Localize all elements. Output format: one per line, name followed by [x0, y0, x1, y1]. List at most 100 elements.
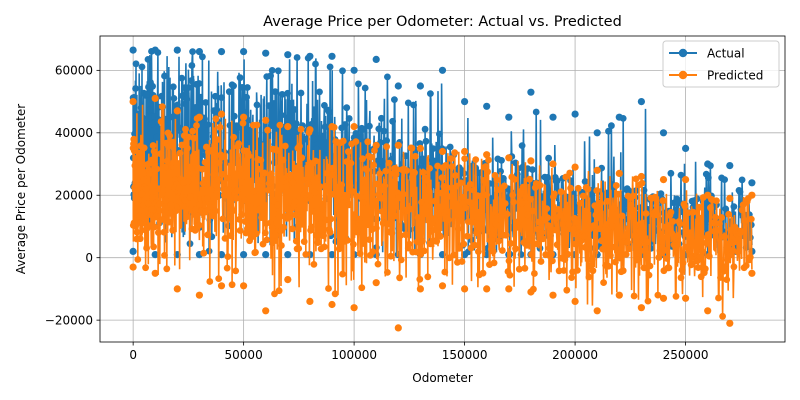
- data-point: [389, 178, 396, 186]
- data-point: [610, 205, 617, 212]
- data-point: [285, 214, 292, 222]
- extreme-point: [726, 162, 734, 170]
- data-point: [132, 85, 140, 92]
- data-point: [667, 208, 675, 216]
- data-point: [500, 175, 507, 182]
- extreme-point: [615, 113, 623, 121]
- data-point: [158, 103, 166, 110]
- data-point: [341, 121, 349, 128]
- data-point: [170, 95, 178, 102]
- data-point: [344, 148, 352, 156]
- extreme-point: [151, 46, 159, 54]
- data-point: [667, 169, 675, 177]
- data-point: [175, 184, 183, 192]
- data-point: [403, 167, 410, 175]
- data-point: [160, 228, 168, 236]
- data-point: [327, 215, 335, 223]
- data-point: [372, 197, 379, 205]
- data-point: [717, 274, 724, 281]
- data-point: [542, 251, 550, 259]
- data-point: [722, 263, 730, 271]
- data-point: [372, 224, 380, 232]
- data-point: [719, 312, 726, 320]
- data-point: [159, 216, 167, 223]
- data-point: [509, 191, 517, 199]
- data-point: [495, 237, 503, 245]
- data-point: [597, 199, 605, 207]
- data-point: [244, 84, 251, 91]
- extreme-point: [350, 304, 358, 312]
- data-point: [183, 95, 191, 103]
- data-point: [696, 253, 704, 261]
- data-point: [132, 222, 140, 230]
- extreme-point: [350, 123, 358, 131]
- data-point: [528, 251, 535, 258]
- data-point: [581, 178, 589, 185]
- data-point: [329, 171, 336, 179]
- extreme-point: [284, 123, 292, 131]
- data-point: [462, 204, 469, 212]
- data-point: [431, 197, 439, 205]
- data-point: [366, 236, 373, 244]
- data-point: [225, 186, 233, 194]
- data-point: [182, 125, 189, 133]
- data-point: [148, 156, 156, 164]
- data-point: [625, 187, 633, 195]
- data-point: [312, 145, 320, 153]
- data-point: [223, 264, 231, 272]
- data-point: [568, 274, 575, 281]
- data-point: [461, 155, 469, 163]
- data-point: [187, 193, 195, 201]
- legend-label-predicted: Predicted: [707, 69, 763, 83]
- data-point: [444, 184, 451, 192]
- data-point: [489, 248, 497, 255]
- data-point: [216, 159, 223, 166]
- data-point: [201, 159, 209, 166]
- data-point: [293, 54, 301, 61]
- data-point: [396, 274, 403, 282]
- extreme-point: [483, 285, 491, 293]
- data-point: [507, 240, 515, 247]
- data-point: [741, 217, 749, 225]
- data-point: [144, 56, 152, 63]
- data-point: [600, 279, 607, 286]
- data-point: [207, 186, 215, 194]
- data-point: [239, 119, 247, 127]
- extreme-point: [151, 251, 159, 259]
- data-point: [554, 206, 562, 213]
- data-point: [354, 228, 361, 236]
- data-point: [430, 215, 438, 223]
- data-point: [265, 102, 273, 110]
- data-point: [620, 206, 628, 214]
- data-point: [245, 152, 253, 160]
- data-point: [148, 205, 155, 213]
- data-point: [353, 133, 361, 141]
- extreme-point: [615, 169, 623, 177]
- data-point: [144, 200, 152, 208]
- data-point: [501, 200, 509, 207]
- extreme-point: [217, 110, 226, 118]
- data-point: [138, 63, 146, 71]
- data-point: [564, 250, 572, 258]
- data-point: [195, 221, 203, 229]
- data-point: [615, 254, 623, 261]
- data-point: [151, 151, 159, 159]
- data-point: [157, 118, 165, 125]
- data-point: [419, 169, 427, 176]
- x-tick-label: 150000: [442, 348, 488, 362]
- extreme-point: [726, 194, 734, 202]
- data-point: [616, 245, 624, 253]
- data-point: [384, 73, 391, 81]
- data-point: [604, 197, 611, 205]
- data-point: [402, 231, 410, 239]
- extreme-point: [505, 154, 513, 162]
- data-point: [603, 189, 610, 197]
- data-point: [663, 255, 671, 262]
- data-point: [225, 88, 233, 96]
- data-point: [544, 214, 551, 222]
- extreme-point: [615, 291, 623, 299]
- data-point: [355, 215, 363, 223]
- data-point: [515, 265, 523, 273]
- data-point: [536, 181, 544, 189]
- data-point: [738, 176, 746, 184]
